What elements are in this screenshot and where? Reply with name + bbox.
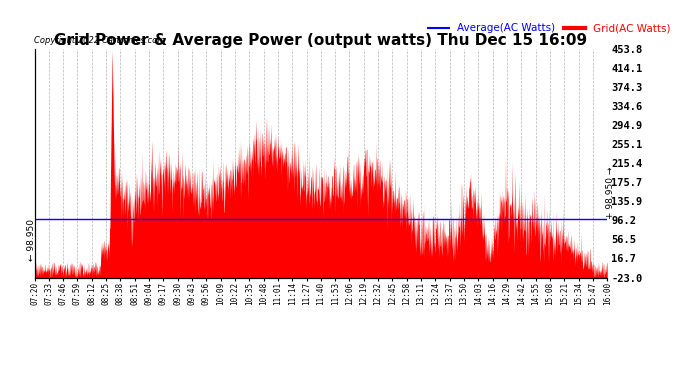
Legend: Average(AC Watts), Grid(AC Watts): Average(AC Watts), Grid(AC Watts) <box>424 19 675 38</box>
Text: ← 98.950: ← 98.950 <box>27 219 36 261</box>
Title: Grid Power & Average Power (output watts) Thu Dec 15 16:09: Grid Power & Average Power (output watts… <box>55 33 587 48</box>
Text: Copyright 2022 Cartronics.com: Copyright 2022 Cartronics.com <box>34 36 166 45</box>
Text: + 98.950 →: + 98.950 → <box>606 166 615 219</box>
